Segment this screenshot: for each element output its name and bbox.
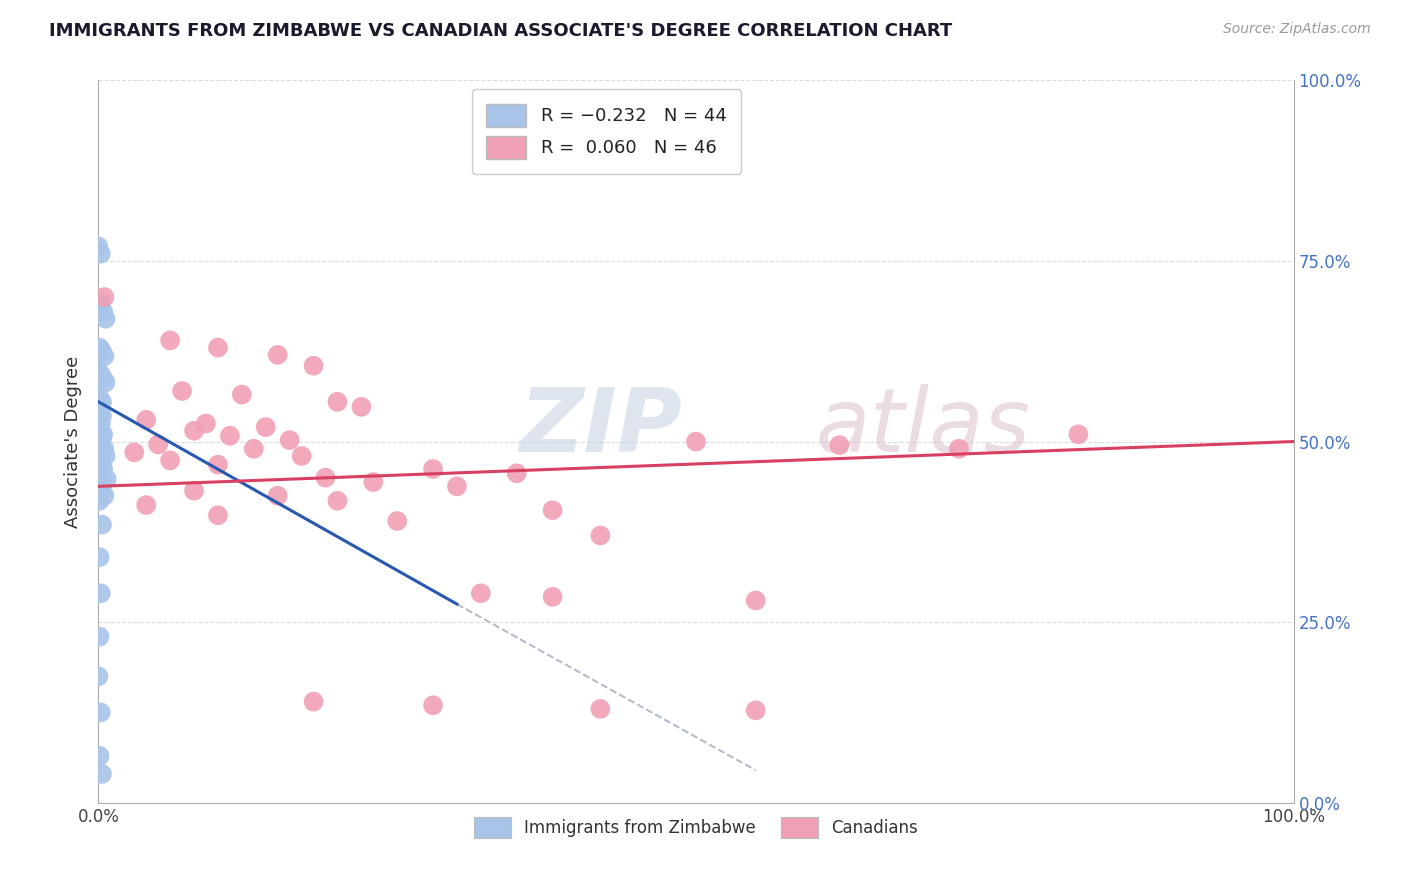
- Point: [589, 702, 612, 716]
- Point: [326, 394, 349, 409]
- Point: [745, 593, 768, 607]
- Point: [254, 420, 277, 434]
- Point: [183, 424, 205, 438]
- Point: [91, 394, 114, 409]
- Text: ZIP: ZIP: [519, 384, 682, 471]
- Point: [1067, 427, 1090, 442]
- Point: [91, 344, 114, 359]
- Point: [350, 400, 373, 414]
- Point: [90, 706, 112, 720]
- Point: [94, 376, 117, 390]
- Point: [91, 462, 114, 476]
- Point: [207, 458, 229, 472]
- Point: [93, 489, 115, 503]
- Point: [506, 467, 529, 481]
- Point: [94, 449, 117, 463]
- Point: [207, 341, 229, 355]
- Point: [589, 528, 612, 542]
- Point: [195, 417, 218, 431]
- Point: [89, 550, 111, 565]
- Point: [91, 431, 114, 445]
- Point: [89, 748, 111, 763]
- Point: [90, 417, 112, 431]
- Point: [828, 438, 851, 452]
- Point: [89, 493, 111, 508]
- Legend: Immigrants from Zimbabwe, Canadians: Immigrants from Zimbabwe, Canadians: [468, 810, 924, 845]
- Point: [685, 434, 707, 449]
- Point: [745, 703, 768, 717]
- Point: [87, 239, 110, 253]
- Point: [91, 427, 114, 442]
- Point: [90, 456, 112, 470]
- Point: [267, 348, 290, 362]
- Point: [90, 297, 112, 311]
- Point: [89, 420, 111, 434]
- Point: [302, 695, 325, 709]
- Point: [470, 586, 492, 600]
- Point: [93, 290, 115, 304]
- Point: [948, 442, 970, 456]
- Point: [90, 434, 112, 449]
- Point: [172, 384, 194, 398]
- Point: [219, 429, 242, 443]
- Point: [94, 311, 117, 326]
- Point: [87, 413, 110, 427]
- Point: [87, 398, 110, 412]
- Text: atlas: atlas: [815, 384, 1031, 470]
- Point: [90, 402, 112, 417]
- Point: [89, 438, 111, 452]
- Point: [302, 359, 325, 373]
- Point: [422, 462, 444, 476]
- Point: [183, 483, 205, 498]
- Point: [267, 489, 290, 503]
- Point: [278, 433, 301, 447]
- Point: [446, 479, 468, 493]
- Point: [541, 503, 564, 517]
- Point: [124, 445, 146, 459]
- Point: [91, 372, 114, 386]
- Point: [385, 514, 409, 528]
- Point: [243, 442, 266, 456]
- Point: [96, 472, 118, 486]
- Point: [159, 453, 181, 467]
- Point: [91, 304, 114, 318]
- Point: [91, 767, 114, 781]
- Point: [87, 669, 110, 683]
- Point: [135, 498, 157, 512]
- Point: [87, 424, 110, 438]
- Point: [91, 409, 114, 424]
- Point: [148, 437, 170, 451]
- Point: [87, 364, 110, 378]
- Point: [93, 442, 115, 456]
- Point: [541, 590, 564, 604]
- Point: [207, 508, 229, 523]
- Point: [231, 387, 253, 401]
- Point: [315, 470, 337, 484]
- Point: [422, 698, 444, 713]
- Point: [91, 478, 114, 492]
- Text: IMMIGRANTS FROM ZIMBABWE VS CANADIAN ASSOCIATE'S DEGREE CORRELATION CHART: IMMIGRANTS FROM ZIMBABWE VS CANADIAN ASS…: [49, 22, 952, 40]
- Text: Source: ZipAtlas.com: Source: ZipAtlas.com: [1223, 22, 1371, 37]
- Point: [89, 391, 111, 405]
- Point: [159, 334, 181, 348]
- Point: [93, 349, 115, 363]
- Point: [363, 475, 385, 489]
- Point: [89, 467, 111, 481]
- Point: [89, 630, 111, 644]
- Point: [291, 449, 314, 463]
- Point: [91, 517, 114, 532]
- Point: [90, 368, 112, 382]
- Point: [89, 406, 111, 420]
- Point: [89, 341, 111, 355]
- Y-axis label: Associate's Degree: Associate's Degree: [65, 355, 83, 528]
- Point: [90, 246, 112, 260]
- Point: [90, 586, 112, 600]
- Point: [90, 483, 112, 498]
- Point: [326, 493, 349, 508]
- Point: [135, 413, 157, 427]
